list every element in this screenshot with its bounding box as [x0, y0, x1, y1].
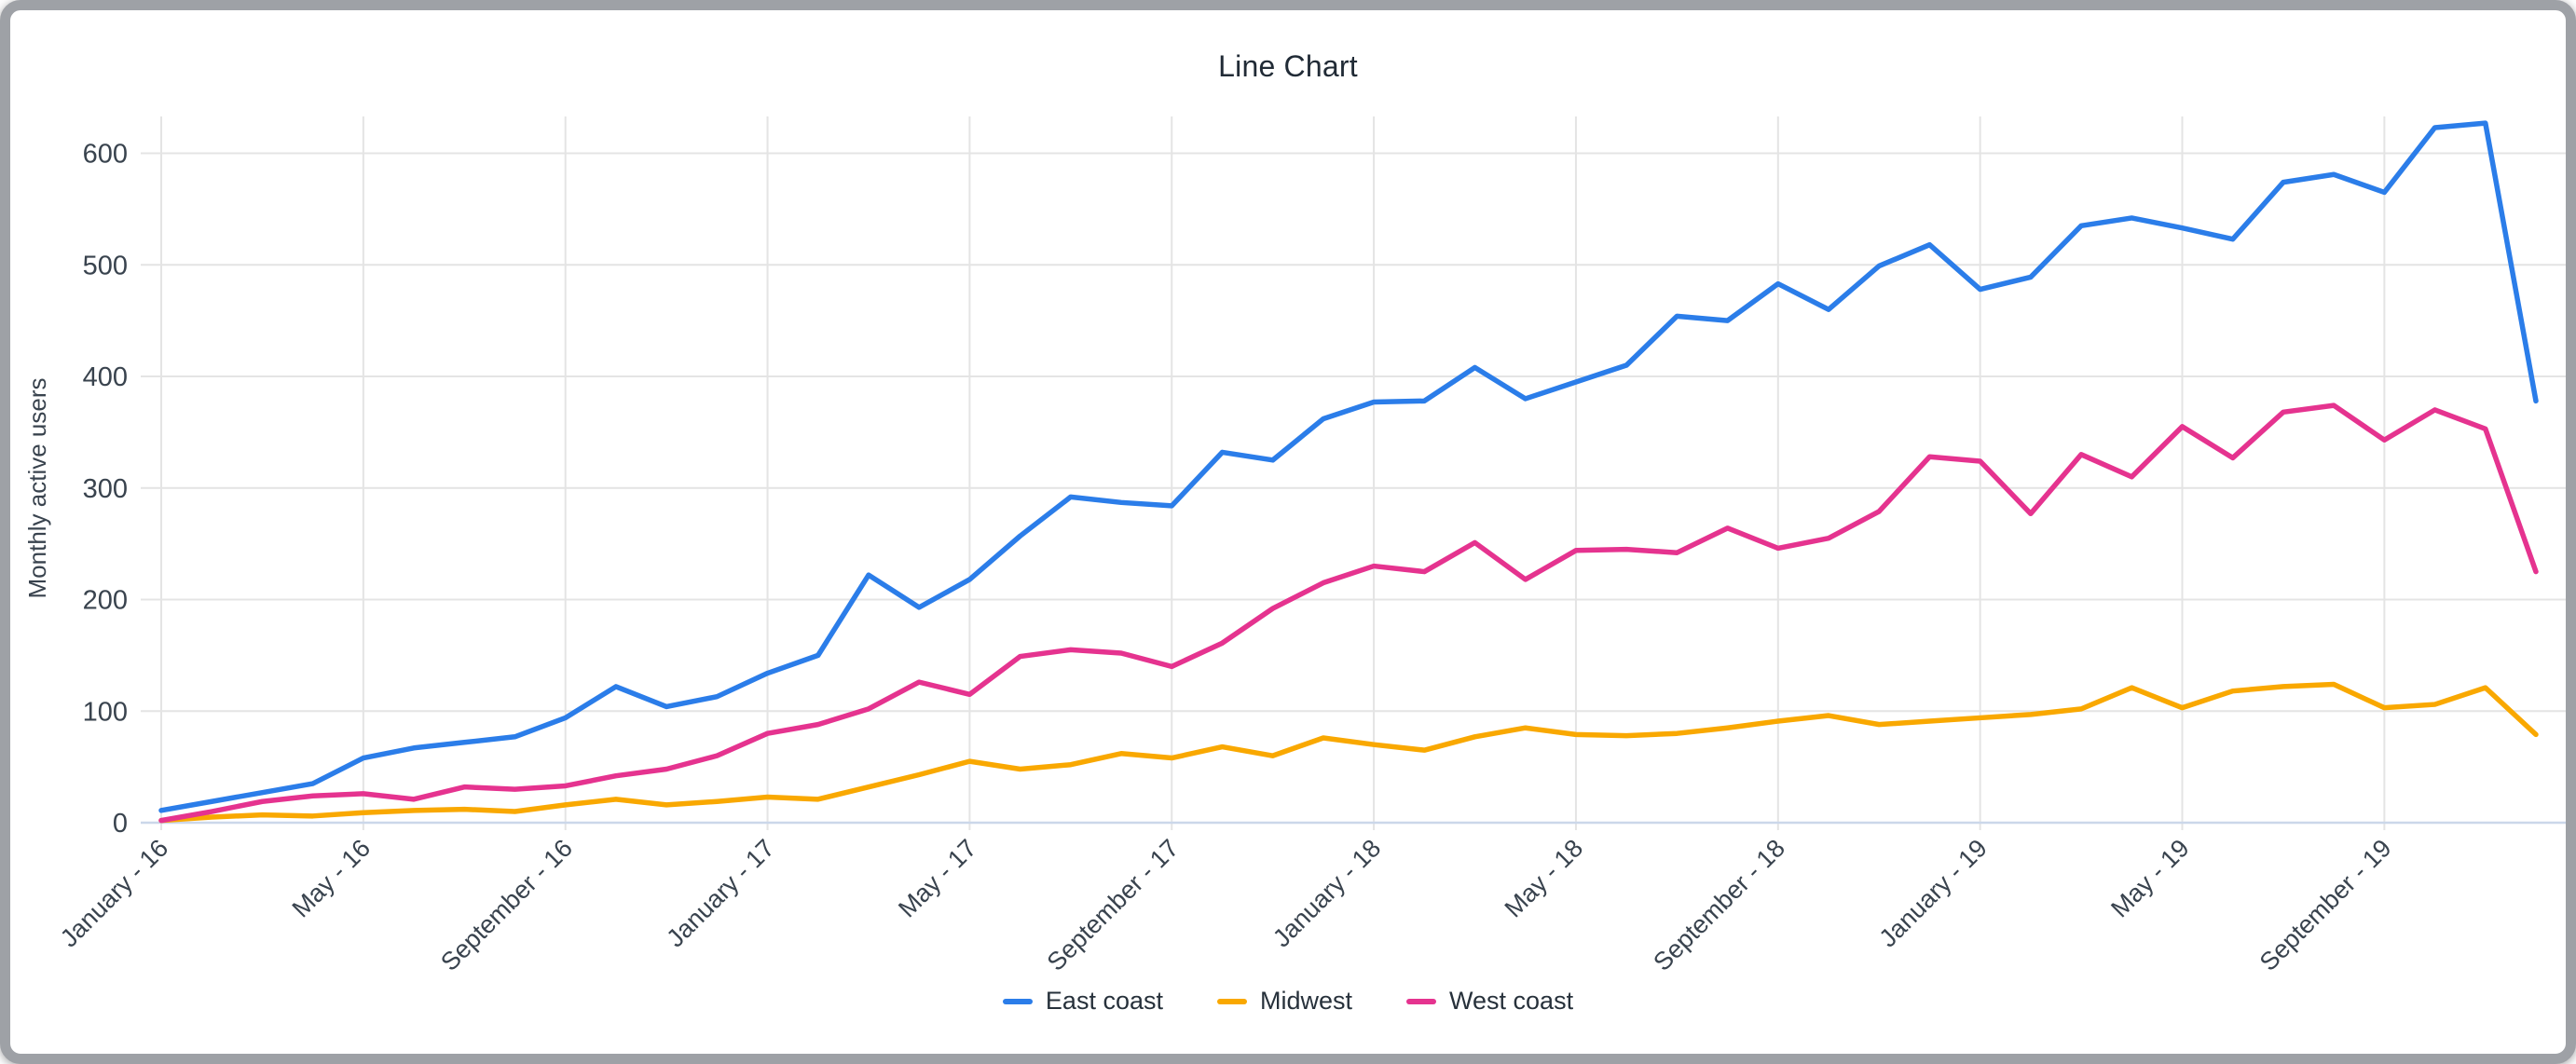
x-tick-label: May - 17 [893, 834, 981, 922]
x-tick-label: September - 18 [1648, 834, 1790, 976]
series-line-west-coast [158, 402, 2539, 824]
legend-label: East coast [1045, 987, 1163, 1015]
y-tick-label: 100 [83, 697, 128, 727]
x-tick-label: May - 18 [1500, 834, 1588, 922]
x-tick-label: January - 16 [55, 834, 173, 952]
y-tick-label: 0 [113, 809, 128, 839]
legend-swatch [1406, 998, 1437, 1004]
y-tick-label: 200 [83, 586, 128, 616]
x-tick-label: May - 16 [287, 834, 376, 922]
y-tick-label: 300 [83, 474, 128, 504]
legend-item-midwest: Midwest [1216, 987, 1353, 1016]
x-tick-label: September - 16 [435, 834, 578, 976]
line-chart-canvas: 0 100 200 300 400 500 600 January - 16 May - 16 S… [23, 116, 2566, 976]
y-axis-title: Monthly active users [23, 378, 51, 599]
legend-item-east-coast: East coast [1002, 987, 1163, 1016]
x-tick-label: September - 19 [2254, 834, 2397, 976]
series-line-midwest [158, 681, 2539, 824]
x-tick-label: September - 17 [1042, 834, 1185, 976]
y-tick-label: 400 [83, 362, 128, 392]
legend-label: West coast [1449, 987, 1574, 1015]
chart-title: Line Chart [1218, 49, 1358, 83]
legend-swatch [1002, 998, 1033, 1004]
legend-swatch [1216, 998, 1247, 1004]
legend-item-west-coast: West coast [1406, 987, 1573, 1016]
y-tick-label: 600 [83, 140, 128, 170]
x-tick-label: January - 19 [1874, 834, 1993, 952]
chart-legend: East coast Midwest West coast [10, 987, 2566, 1016]
y-tick-label: 500 [83, 251, 128, 280]
x-tick-label: January - 17 [661, 834, 779, 952]
series-line-east-coast [158, 120, 2539, 813]
legend-label: Midwest [1259, 987, 1353, 1015]
x-tick-label: January - 18 [1267, 834, 1386, 952]
x-tick-label: May - 19 [2105, 834, 2194, 922]
